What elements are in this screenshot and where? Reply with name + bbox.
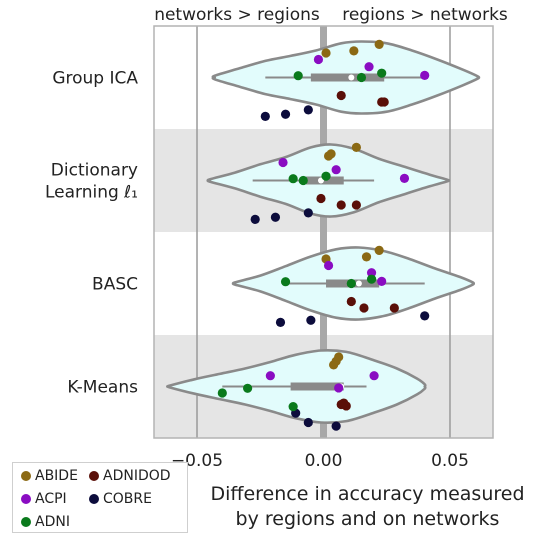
data-point-cobre: [260, 111, 270, 121]
legend-label: ADNI: [35, 514, 70, 530]
data-point-acpi: [323, 260, 334, 271]
data-point-abide: [326, 149, 336, 159]
legend-item-adni: ADNI: [21, 514, 70, 530]
data-point-cobre: [275, 317, 286, 327]
data-point-acpi: [377, 276, 387, 286]
data-point-abide: [329, 360, 339, 370]
data-point-adnidod: [316, 193, 326, 204]
x-axis-label-line1: Difference in accuracy measured: [210, 483, 525, 505]
data-point-adni: [366, 274, 377, 284]
data-point-abide: [374, 39, 384, 49]
top-label-right: regions > networks: [342, 5, 508, 25]
data-point-acpi: [366, 268, 377, 278]
y-category-label: Learning ℓ₁: [45, 183, 138, 203]
data-point-adni: [243, 383, 253, 393]
top-label-left: networks > regions: [154, 5, 320, 25]
data-point-adnidod: [336, 90, 346, 101]
data-point-adnidod: [379, 97, 389, 107]
data-point-acpi: [265, 371, 275, 381]
data-point-abide: [361, 252, 372, 262]
data-point-adni: [280, 277, 291, 287]
data-point-adnidod: [389, 303, 399, 313]
legend-swatch: [21, 471, 31, 481]
violin-median-dot: [348, 74, 355, 81]
legend-swatch: [21, 517, 31, 527]
y-category-label: Dictionary: [51, 161, 138, 181]
data-point-abide: [374, 245, 384, 255]
data-point-cobre: [306, 315, 316, 325]
legend-item-cobre: COBRE: [89, 491, 152, 507]
data-point-adnidod: [346, 296, 356, 307]
legend-item-abide: ABIDE: [21, 468, 78, 484]
data-point-adni: [298, 175, 308, 186]
data-point-adni: [217, 388, 227, 398]
x-tick-label: 0.05: [431, 451, 469, 471]
legend-item-acpi: ACPI: [21, 491, 67, 507]
data-point-abide: [351, 142, 361, 152]
plot-frame: [153, 25, 494, 439]
violin-median-dot: [355, 280, 362, 287]
x-tick-label: 0.00: [305, 451, 343, 471]
data-point-adni: [356, 72, 367, 83]
data-point-adni: [346, 278, 356, 289]
y-category-label: Group ICA: [52, 69, 138, 89]
legend-swatch: [89, 494, 99, 504]
data-point-acpi: [334, 383, 344, 393]
legend-item-adnidod: ADNIDOD: [89, 468, 171, 484]
data-point-cobre: [331, 421, 341, 431]
legend-label: ACPI: [35, 491, 67, 507]
legend-label: ABIDE: [35, 468, 78, 484]
data-point-acpi: [364, 62, 374, 72]
data-point-cobre: [270, 212, 281, 222]
data-point-adni: [288, 402, 298, 412]
data-point-acpi: [313, 54, 324, 65]
data-point-cobre: [280, 109, 291, 119]
data-point-adnidod: [336, 200, 346, 210]
data-point-acpi: [399, 173, 410, 183]
data-point-acpi: [278, 157, 288, 168]
data-point-acpi: [369, 371, 379, 381]
data-point-acpi: [331, 165, 341, 175]
legend-label: COBRE: [103, 491, 152, 507]
legend-swatch: [89, 471, 99, 481]
x-axis-label-line2: by regions and on networks: [235, 508, 500, 530]
data-point-cobre: [420, 311, 430, 321]
data-point-adni: [321, 171, 331, 181]
data-point-adnidod: [336, 399, 346, 410]
data-point-cobre: [303, 208, 313, 218]
data-point-adnidod: [359, 303, 369, 313]
data-point-adni: [293, 71, 303, 81]
data-point-adnidod: [351, 200, 361, 210]
y-category-label: K-Means: [67, 378, 138, 398]
data-point-abide: [321, 48, 331, 58]
data-point-abide: [349, 46, 359, 56]
data-point-adni: [288, 174, 298, 184]
data-point-acpi: [420, 70, 430, 80]
data-point-cobre: [303, 417, 313, 428]
data-point-adni: [377, 68, 387, 78]
data-point-cobre: [250, 214, 260, 224]
data-point-abide: [334, 352, 344, 362]
legend-label: ADNIDOD: [103, 468, 171, 484]
x-axis-label: Difference in accuracy measured by regio…: [195, 482, 540, 532]
y-category-label: BASC: [92, 275, 138, 295]
legend-swatch: [21, 494, 31, 504]
data-point-cobre: [303, 105, 313, 115]
legend: ABIDE ADNIDOD ACPI COBRE ADNI: [12, 462, 188, 533]
